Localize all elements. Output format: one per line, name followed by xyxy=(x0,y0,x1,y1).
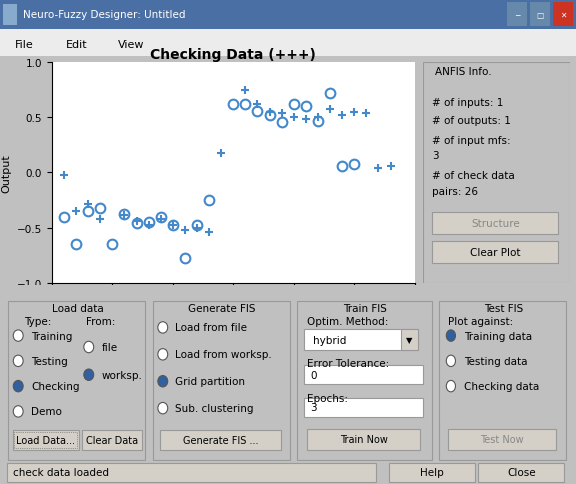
Text: View: View xyxy=(118,40,145,50)
Circle shape xyxy=(158,376,168,387)
Text: Close: Close xyxy=(507,468,536,477)
Text: Training data: Training data xyxy=(464,331,532,341)
Text: Testing data: Testing data xyxy=(464,356,528,366)
Text: ▼: ▼ xyxy=(406,335,412,345)
Bar xyxy=(389,463,475,482)
Text: Load data: Load data xyxy=(52,303,103,313)
Text: pairs: 26: pairs: 26 xyxy=(432,186,478,196)
Bar xyxy=(530,3,550,27)
Text: File: File xyxy=(14,40,33,50)
Text: 3: 3 xyxy=(310,403,317,412)
Text: Structure: Structure xyxy=(471,219,520,228)
Bar xyxy=(432,212,559,235)
Text: Edit: Edit xyxy=(66,40,88,50)
Text: # of check data: # of check data xyxy=(432,171,515,181)
Circle shape xyxy=(13,355,23,367)
Circle shape xyxy=(84,342,94,353)
Text: □: □ xyxy=(536,11,544,19)
Text: Test FIS: Test FIS xyxy=(484,303,523,313)
Text: Error Tolerance:: Error Tolerance: xyxy=(307,359,389,369)
Text: Demo: Demo xyxy=(31,407,62,417)
Text: Load from worksp.: Load from worksp. xyxy=(176,349,272,360)
Text: ─: ─ xyxy=(514,11,520,19)
Bar xyxy=(448,429,556,450)
Bar xyxy=(307,429,420,450)
Text: Help: Help xyxy=(420,468,444,477)
Bar xyxy=(304,365,423,385)
Text: Clear Data: Clear Data xyxy=(86,435,138,445)
Circle shape xyxy=(446,380,456,392)
Text: ANFIS Info.: ANFIS Info. xyxy=(435,67,492,77)
Text: ✕: ✕ xyxy=(560,11,566,19)
Text: From:: From: xyxy=(86,317,115,326)
Text: Clear Plot: Clear Plot xyxy=(470,247,521,257)
Bar xyxy=(507,3,527,27)
Text: worksp.: worksp. xyxy=(101,370,142,380)
Text: Neuro-Fuzzy Designer: Untitled: Neuro-Fuzzy Designer: Untitled xyxy=(23,10,185,20)
Text: Checking data: Checking data xyxy=(464,381,539,392)
Bar xyxy=(304,330,418,350)
Bar xyxy=(304,398,423,417)
Text: 3: 3 xyxy=(432,151,439,161)
Text: Testing: Testing xyxy=(31,356,67,366)
Circle shape xyxy=(158,349,168,360)
Text: Load Data...: Load Data... xyxy=(16,435,75,445)
Text: Epochs:: Epochs: xyxy=(307,393,348,403)
Text: check data loaded: check data loaded xyxy=(13,468,109,477)
Text: file: file xyxy=(101,342,118,352)
Text: Type:: Type: xyxy=(24,317,51,326)
Bar xyxy=(432,242,559,263)
Title: Checking Data (+++): Checking Data (+++) xyxy=(150,48,316,62)
Bar xyxy=(553,3,573,27)
Circle shape xyxy=(158,322,168,333)
Text: Train FIS: Train FIS xyxy=(343,303,387,313)
Text: Training: Training xyxy=(31,331,72,341)
Y-axis label: Output: Output xyxy=(1,154,12,192)
Text: Grid partition: Grid partition xyxy=(176,377,245,386)
Text: Optim. Method:: Optim. Method: xyxy=(307,317,388,326)
Circle shape xyxy=(13,330,23,342)
Text: hybrid: hybrid xyxy=(313,335,346,345)
Bar xyxy=(82,430,142,450)
Text: Train Now: Train Now xyxy=(340,434,388,444)
Text: Load from file: Load from file xyxy=(176,323,248,333)
Text: Checking: Checking xyxy=(31,381,79,392)
Text: # of inputs: 1: # of inputs: 1 xyxy=(432,98,503,108)
Circle shape xyxy=(446,330,456,342)
Text: Generate FIS: Generate FIS xyxy=(188,303,256,313)
Text: Generate FIS ...: Generate FIS ... xyxy=(183,435,259,445)
Text: Plot against:: Plot against: xyxy=(448,317,514,326)
Text: Test Now: Test Now xyxy=(480,434,524,444)
Bar xyxy=(14,432,77,448)
Bar xyxy=(160,430,281,450)
Text: Sub. clustering: Sub. clustering xyxy=(176,403,254,413)
Text: # of input mfs:: # of input mfs: xyxy=(432,136,511,146)
Text: 0: 0 xyxy=(310,370,316,380)
Text: # of outputs: 1: # of outputs: 1 xyxy=(432,116,511,126)
Bar xyxy=(3,4,17,26)
Bar xyxy=(478,463,564,482)
Circle shape xyxy=(84,369,94,380)
Bar xyxy=(13,430,79,450)
Bar xyxy=(401,330,418,350)
X-axis label: data set index: data set index xyxy=(194,308,273,318)
Circle shape xyxy=(13,406,23,417)
Circle shape xyxy=(13,380,23,392)
Circle shape xyxy=(446,355,456,367)
Circle shape xyxy=(158,403,168,414)
Bar xyxy=(7,463,376,482)
